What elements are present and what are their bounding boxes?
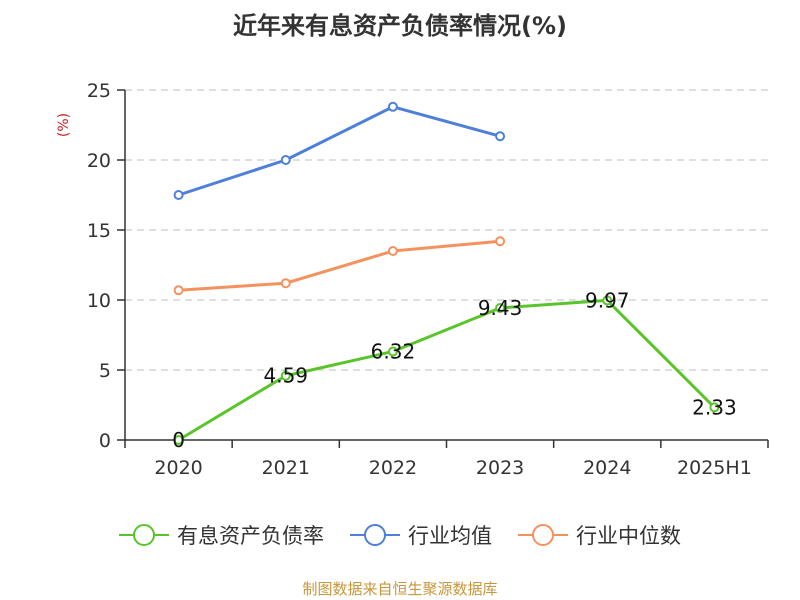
series-line: [178, 239, 501, 292]
grid-layer: [125, 89, 768, 371]
data-label: 2.33: [692, 395, 737, 419]
data-point: [173, 435, 184, 445]
data-label: 6.32: [371, 340, 416, 364]
data-point: [280, 370, 291, 381]
legend-swatch-icon: [119, 523, 169, 547]
legend-swatch-icon: [518, 523, 568, 547]
data-point: [280, 155, 291, 165]
data-label: 0: [172, 428, 185, 452]
legend-label: 有息资产负债率: [177, 524, 324, 548]
legend-item[interactable]: 行业中位数: [518, 520, 681, 550]
y-tick-label: 5: [99, 360, 111, 382]
data-point: [280, 278, 291, 289]
data-point: [387, 346, 398, 357]
data-point: [709, 402, 720, 413]
data-point: [602, 295, 613, 306]
x-tick-label: 2025H1: [677, 457, 752, 479]
data-point: [495, 236, 506, 247]
legend-item[interactable]: 行业均值: [350, 520, 492, 550]
y-tick-label: 20: [87, 150, 111, 172]
y-tick-label: 0: [99, 430, 111, 452]
x-tick-label: 2024: [583, 457, 631, 479]
source-note: 制图数据来自恒生聚源数据库: [302, 580, 498, 598]
y-tick-label: 25: [87, 80, 111, 102]
x-tick-label: 2022: [369, 457, 417, 479]
x-tick-label: 2020: [154, 457, 202, 479]
series-line: [178, 105, 501, 197]
data-label: 9.97: [585, 288, 630, 312]
data-point: [387, 101, 398, 112]
axis-layer: 0 5 10 15 20 25 (%) 2020 2021 2022 2023 2024 2025H1: [56, 80, 769, 479]
x-tick-label: 2021: [262, 457, 310, 479]
label-layer: 0 4.59 6.32 9.43 9.97 2.33: [172, 288, 736, 452]
legend-label: 行业中位数: [576, 524, 681, 548]
data-point: [173, 285, 184, 296]
chart-title: 近年来有息资产负债率情况(%): [233, 12, 567, 40]
legend-swatch-icon: [350, 523, 400, 547]
series-line: [177, 298, 716, 442]
data-label: 9.43: [478, 296, 523, 320]
y-tick-label: 10: [87, 290, 111, 312]
y-axis-title: (%): [56, 113, 72, 137]
legend: 有息资产负债率 行业均值 行业中位数: [0, 520, 800, 550]
y-tick-label: 15: [87, 220, 111, 242]
x-tick-label: 2023: [476, 457, 524, 479]
data-point: [495, 302, 506, 313]
data-label: 4.59: [263, 364, 308, 388]
legend-item[interactable]: 有息资产负债率: [119, 520, 324, 550]
series-layer: [173, 101, 720, 445]
data-point: [495, 131, 506, 142]
data-point: [173, 190, 184, 200]
data-point: [387, 246, 398, 256]
legend-label: 行业均值: [408, 524, 492, 548]
